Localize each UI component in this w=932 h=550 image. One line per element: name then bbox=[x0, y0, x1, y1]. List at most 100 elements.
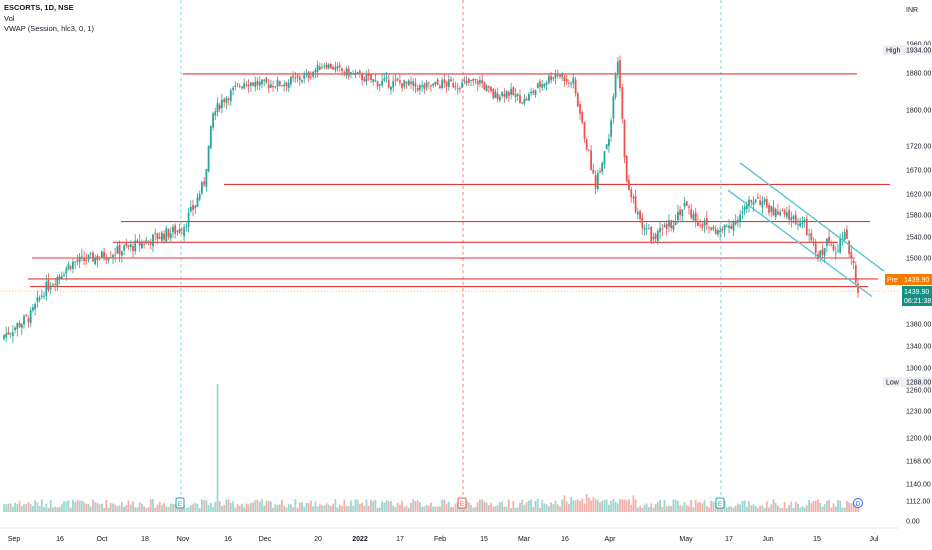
volume-bar bbox=[554, 500, 557, 512]
volume-bar bbox=[616, 503, 619, 512]
volume-bar bbox=[272, 508, 274, 512]
candle-body bbox=[530, 91, 532, 94]
volume-bar bbox=[801, 506, 804, 512]
earnings-marker bbox=[715, 497, 725, 509]
candle-body bbox=[336, 66, 339, 69]
candle-body bbox=[485, 85, 488, 92]
volume-bar bbox=[101, 503, 103, 512]
volume-bar bbox=[209, 502, 212, 512]
x-tick-label: 20 bbox=[314, 536, 322, 543]
candle-body bbox=[852, 260, 855, 263]
volume-bar bbox=[548, 506, 550, 512]
candle-body bbox=[60, 276, 63, 279]
candle-body bbox=[719, 230, 721, 233]
volume-bar bbox=[757, 508, 759, 512]
volume-bar bbox=[7, 503, 10, 512]
volume-bar bbox=[479, 499, 481, 512]
candle-body bbox=[492, 89, 495, 98]
candle-body bbox=[541, 84, 544, 88]
candle-body bbox=[679, 209, 681, 215]
volume-bar bbox=[452, 507, 455, 512]
candle-body bbox=[528, 94, 530, 101]
candle-body bbox=[189, 207, 192, 212]
candle-body bbox=[792, 216, 795, 219]
candle-body bbox=[385, 77, 388, 79]
candle-body bbox=[316, 65, 319, 72]
candle-body bbox=[565, 78, 568, 82]
candle-body bbox=[721, 229, 724, 231]
candle-body bbox=[161, 232, 163, 241]
volume-bar bbox=[261, 499, 263, 512]
volume-bar bbox=[701, 503, 704, 512]
candle-body bbox=[701, 224, 704, 228]
candle-body bbox=[143, 244, 145, 245]
candle-body bbox=[343, 72, 346, 73]
volume-bar bbox=[169, 503, 172, 512]
volume-bar bbox=[817, 499, 819, 512]
volume-bar bbox=[334, 499, 337, 512]
candle-body bbox=[109, 257, 112, 259]
candle-body bbox=[663, 225, 666, 227]
volume-bar bbox=[823, 504, 826, 512]
volume-bar bbox=[85, 504, 88, 512]
candle-body bbox=[154, 232, 157, 234]
candle-body bbox=[788, 209, 790, 220]
candle-body bbox=[650, 226, 653, 242]
volume-bar bbox=[54, 506, 57, 512]
candle-body bbox=[341, 68, 343, 71]
volume-bar bbox=[619, 499, 621, 512]
volume-bar bbox=[846, 500, 848, 512]
volume-bar bbox=[396, 502, 399, 512]
candle-body bbox=[287, 82, 290, 88]
volume-bar bbox=[105, 499, 108, 512]
candle-body bbox=[619, 60, 621, 88]
candle-body bbox=[612, 96, 615, 119]
volume-bar bbox=[358, 503, 361, 512]
volume-bar bbox=[785, 507, 788, 512]
candle-body bbox=[376, 81, 379, 87]
x-tick-label: 16 bbox=[561, 536, 569, 543]
candles bbox=[3, 55, 859, 344]
volume-bar bbox=[323, 505, 326, 512]
volume-bar bbox=[263, 505, 266, 512]
volume-bar bbox=[601, 501, 604, 512]
volume-bar bbox=[697, 502, 699, 512]
volume-bar bbox=[332, 503, 334, 512]
volume-bar bbox=[803, 507, 806, 512]
volume-bar bbox=[374, 499, 377, 512]
candle-body bbox=[370, 73, 372, 80]
volume-bar bbox=[759, 506, 761, 512]
candle-body bbox=[652, 237, 655, 240]
volume-bar bbox=[316, 506, 319, 512]
volume-bar bbox=[507, 499, 510, 512]
volume-bar bbox=[770, 504, 773, 512]
volume-bar bbox=[203, 500, 206, 512]
candle-body bbox=[134, 240, 137, 252]
volume-bar bbox=[814, 500, 817, 512]
volume-bar bbox=[67, 500, 70, 512]
candle-body bbox=[43, 295, 45, 297]
candle-body bbox=[396, 78, 399, 81]
candle-body bbox=[625, 155, 628, 182]
candle-body bbox=[312, 72, 314, 77]
candle-body bbox=[45, 281, 48, 297]
volume-bar bbox=[439, 506, 441, 512]
high-tag-value: 1934.00 bbox=[906, 48, 931, 55]
volume-bar bbox=[634, 499, 637, 512]
y-tick-label: 1800.00 bbox=[906, 108, 931, 115]
volume-bar bbox=[670, 506, 673, 512]
volume-bar bbox=[43, 507, 45, 512]
volume-bar bbox=[132, 501, 134, 512]
candle-body bbox=[256, 81, 259, 86]
candle-body bbox=[40, 295, 43, 297]
volume-bar bbox=[539, 508, 541, 512]
volume-bar bbox=[490, 502, 492, 512]
volume-bar bbox=[163, 503, 165, 512]
candle-body bbox=[561, 74, 564, 78]
candle-body bbox=[556, 75, 559, 76]
volume-bar bbox=[9, 503, 12, 512]
candle-body bbox=[178, 229, 181, 233]
candle-body bbox=[425, 82, 428, 88]
candle-body bbox=[221, 99, 223, 108]
